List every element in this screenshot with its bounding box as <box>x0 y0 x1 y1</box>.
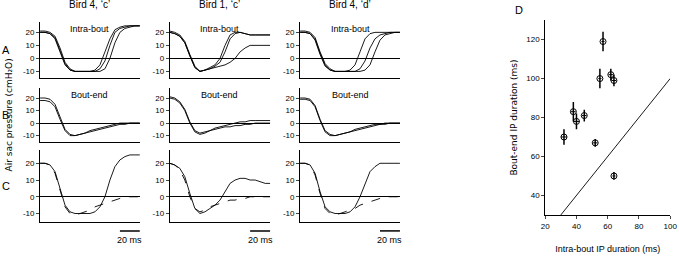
svg-text:C: C <box>2 180 10 192</box>
svg-text:20 ms: 20 ms <box>117 235 142 245</box>
svg-text:-10: -10 <box>283 131 295 140</box>
svg-text:Bird 4, ‘d’: Bird 4, ‘d’ <box>329 0 371 10</box>
svg-text:D: D <box>515 4 523 16</box>
svg-text:10: 10 <box>286 176 295 185</box>
svg-text:100: 100 <box>526 74 540 83</box>
svg-text:40: 40 <box>572 222 581 231</box>
svg-text:10: 10 <box>26 176 35 185</box>
svg-text:0: 0 <box>160 54 165 63</box>
svg-text:60: 60 <box>531 152 540 161</box>
svg-text:10: 10 <box>286 41 295 50</box>
svg-text:-10: -10 <box>23 209 35 218</box>
svg-text:20: 20 <box>286 159 295 168</box>
svg-text:0: 0 <box>290 193 295 202</box>
svg-text:80: 80 <box>531 113 540 122</box>
svg-text:120: 120 <box>526 35 540 44</box>
svg-text:60: 60 <box>603 222 612 231</box>
svg-text:Bird 4, ‘c’: Bird 4, ‘c’ <box>69 0 110 10</box>
svg-text:-10: -10 <box>283 209 295 218</box>
svg-text:10: 10 <box>155 176 164 185</box>
svg-text:Intra-bout: Intra-bout <box>331 24 370 34</box>
svg-text:Bird 1, ‘c’: Bird 1, ‘c’ <box>199 0 240 10</box>
svg-text:-10: -10 <box>283 67 295 76</box>
svg-text:Intra-bout IP duration (ms): Intra-bout IP duration (ms) <box>555 244 660 254</box>
svg-text:0: 0 <box>160 193 165 202</box>
svg-text:40: 40 <box>531 191 540 200</box>
svg-text:0: 0 <box>30 119 35 128</box>
svg-text:10: 10 <box>155 106 164 115</box>
svg-text:Intra-bout: Intra-bout <box>200 24 239 34</box>
svg-text:Bout-end: Bout-end <box>332 90 369 100</box>
svg-text:0: 0 <box>160 119 165 128</box>
svg-text:10: 10 <box>286 106 295 115</box>
svg-text:Bout-end: Bout-end <box>201 90 238 100</box>
svg-text:10: 10 <box>26 106 35 115</box>
svg-text:Air sac pressure (cmH₂O): Air sac pressure (cmH₂O) <box>4 58 14 171</box>
svg-text:20: 20 <box>26 159 35 168</box>
svg-text:20: 20 <box>155 28 164 37</box>
svg-text:0: 0 <box>290 119 295 128</box>
svg-text:B: B <box>2 109 9 121</box>
svg-text:20 ms: 20 ms <box>377 235 402 245</box>
svg-text:80: 80 <box>634 222 643 231</box>
svg-text:10: 10 <box>26 41 35 50</box>
svg-text:0: 0 <box>290 54 295 63</box>
svg-text:-10: -10 <box>153 67 165 76</box>
svg-text:20 ms: 20 ms <box>248 235 273 245</box>
svg-text:-10: -10 <box>153 131 165 140</box>
svg-text:Intra-bout: Intra-bout <box>70 24 109 34</box>
svg-text:20: 20 <box>155 159 164 168</box>
svg-text:-10: -10 <box>153 209 165 218</box>
svg-text:0: 0 <box>30 193 35 202</box>
svg-text:20: 20 <box>26 28 35 37</box>
svg-text:Bout-end IP duration (ms): Bout-end IP duration (ms) <box>509 59 519 175</box>
svg-text:-10: -10 <box>23 67 35 76</box>
svg-text:-10: -10 <box>23 131 35 140</box>
svg-text:20: 20 <box>155 94 164 103</box>
svg-text:20: 20 <box>26 94 35 103</box>
svg-text:Bout-end: Bout-end <box>71 90 108 100</box>
svg-text:10: 10 <box>155 41 164 50</box>
svg-text:20: 20 <box>286 28 295 37</box>
svg-text:0: 0 <box>30 54 35 63</box>
svg-text:20: 20 <box>541 222 550 231</box>
svg-text:100: 100 <box>663 222 677 231</box>
svg-text:A: A <box>2 44 10 56</box>
svg-text:20: 20 <box>286 94 295 103</box>
